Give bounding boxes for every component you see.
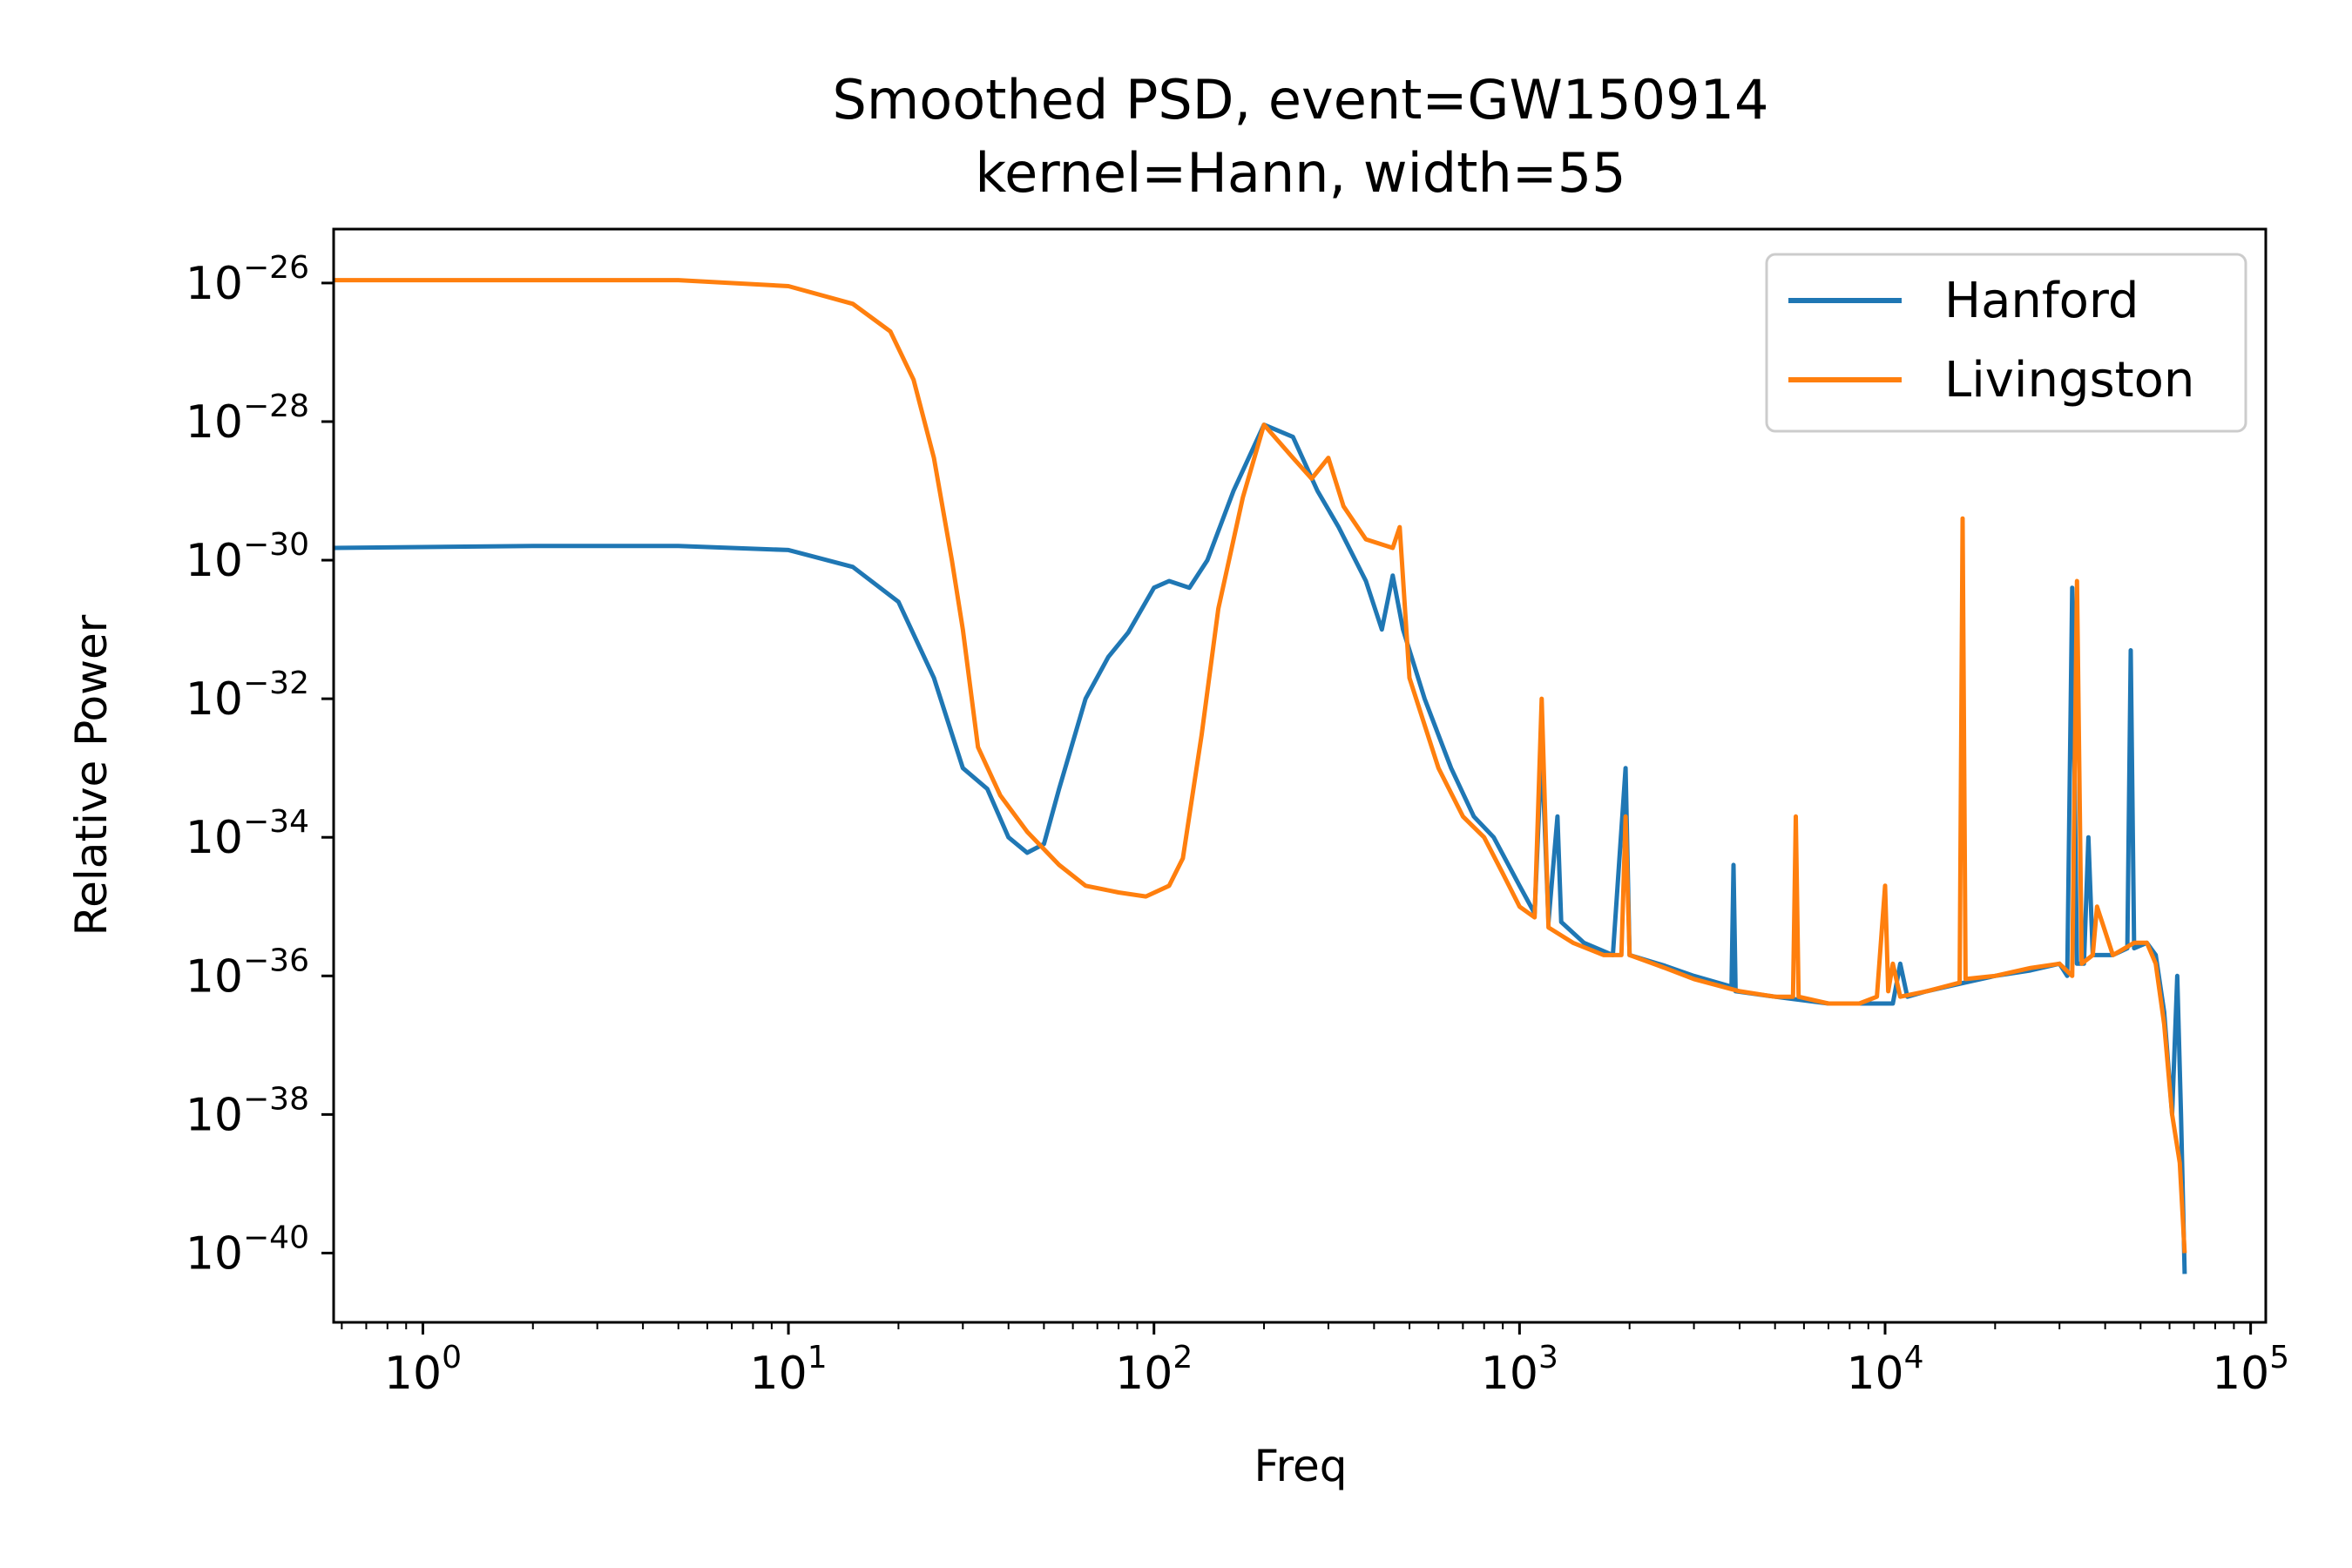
y-tick-label: 10−38 xyxy=(186,1081,309,1141)
legend-label-hanford: Hanford xyxy=(1944,273,2139,329)
series-line-livingston xyxy=(334,278,2187,1254)
series-line-hanford xyxy=(334,422,2187,1274)
x-tick-label: 104 xyxy=(1846,1340,1923,1400)
y-axis-label: Relative Power xyxy=(66,614,117,936)
x-axis-label: Freq xyxy=(1254,1441,1347,1491)
legend: Hanford Livingston xyxy=(1765,253,2247,433)
x-tick-label: 103 xyxy=(1481,1340,1558,1400)
legend-label-livingston: Livingston xyxy=(1944,352,2194,409)
chart-title: Smoothed PSD, event=GW150914 xyxy=(833,68,1769,132)
plot-frame xyxy=(332,227,2268,1324)
y-tick-label: 10−32 xyxy=(186,666,309,726)
chart-subtitle: kernel=Hann, width=55 xyxy=(975,141,1625,205)
y-tick-label: 10−34 xyxy=(186,804,309,864)
y-tick-label: 10−26 xyxy=(186,250,309,310)
x-tick-label: 100 xyxy=(384,1340,462,1400)
y-tick-label: 10−28 xyxy=(186,389,309,449)
axis-tick-labels: 100 101 102 103 104 105 10−26 10−28 10−30 10−32 10… xyxy=(186,250,2289,1400)
y-tick-label: 10−40 xyxy=(186,1220,309,1280)
x-tick-label: 101 xyxy=(750,1340,828,1400)
x-tick-label: 105 xyxy=(2212,1340,2289,1400)
x-tick-label: 102 xyxy=(1115,1340,1193,1400)
y-tick-label: 10−36 xyxy=(186,943,309,1003)
y-tick-label: 10−30 xyxy=(186,527,309,587)
series-lines xyxy=(334,278,2187,1274)
